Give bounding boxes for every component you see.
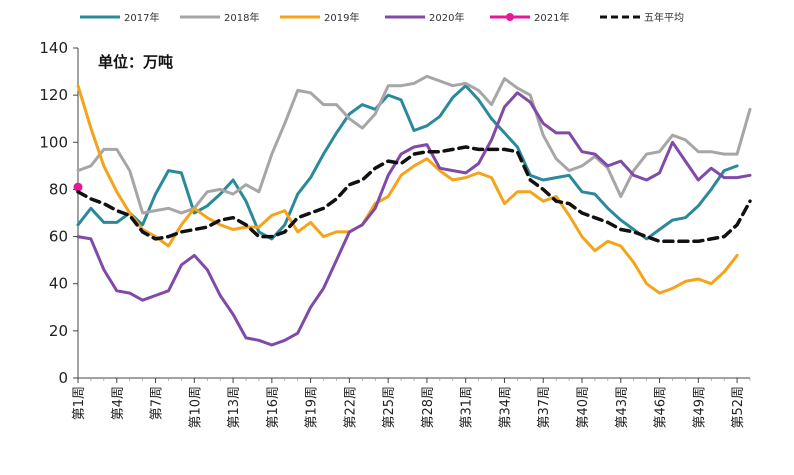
x-tick-label: 第10周	[188, 386, 203, 429]
legend-item: 2021年	[490, 11, 569, 24]
y-tick-label: 0	[58, 369, 68, 387]
series-2020年	[76, 91, 752, 347]
x-tick-label: 第28周	[421, 386, 436, 429]
x-tick-label: 第40周	[576, 386, 591, 429]
y-tick-label: 40	[49, 275, 68, 293]
x-tick-label: 第19周	[305, 386, 320, 429]
series-line	[76, 91, 752, 347]
legend-item: 2017年	[80, 11, 159, 24]
x-tick-label: 第16周	[266, 386, 281, 429]
legend-item: 2018年	[180, 11, 259, 24]
series-2018年	[76, 74, 752, 215]
y-tick-label: 100	[39, 133, 68, 151]
legend-item: 2020年	[385, 11, 464, 24]
x-tick-label: 第1周	[72, 386, 87, 420]
series-2017年	[76, 84, 739, 241]
x-tick-label: 第31周	[460, 386, 475, 429]
legend-label: 2019年	[324, 11, 359, 24]
unit-label: 单位：万吨	[98, 53, 173, 71]
legend-label: 2021年	[534, 11, 569, 24]
x-tick-label: 第49周	[692, 386, 707, 429]
x-tick-label: 第37周	[537, 386, 552, 429]
x-tick-label: 第34周	[498, 386, 513, 429]
series-2019年	[76, 84, 739, 295]
series-lines	[73, 74, 752, 347]
legend-label: 五年平均	[644, 11, 684, 24]
legend-label: 2017年	[124, 11, 159, 24]
x-tick-label: 第46周	[654, 386, 669, 429]
series-point	[73, 182, 83, 192]
series-line	[76, 74, 752, 215]
y-tick-label: 140	[39, 39, 68, 57]
x-tick-label: 第22周	[343, 386, 358, 429]
legend-item: 2019年	[280, 11, 359, 24]
x-tick-label: 第7周	[150, 386, 165, 420]
series-line	[76, 84, 739, 295]
x-tick-label: 第4周	[111, 386, 126, 420]
series-line	[76, 145, 752, 244]
y-tick-label: 20	[49, 322, 68, 340]
legend-marker	[506, 13, 514, 21]
legend-label: 2020年	[429, 11, 464, 24]
y-tick-label: 120	[39, 86, 68, 104]
y-tick-label: 80	[49, 180, 68, 198]
x-tick-label: 第25周	[382, 386, 397, 429]
y-tick-label: 60	[49, 228, 68, 246]
legend: 2017年 2018年 2019年 2020年 2021年 五年平均	[80, 11, 684, 24]
legend-item: 五年平均	[600, 11, 684, 24]
x-tick-label: 第52周	[731, 386, 746, 429]
series-五年平均	[76, 145, 752, 244]
series-2021年	[73, 182, 83, 192]
x-tick-label: 第43周	[615, 386, 630, 429]
axes: 0 20 40 60 80 100 120 140 第1周 第4周 第7周 第10周 第13周 第16周 第…	[39, 39, 751, 429]
series-line	[76, 84, 739, 241]
legend-label: 2018年	[224, 11, 259, 24]
x-tick-label: 第13周	[227, 386, 242, 429]
